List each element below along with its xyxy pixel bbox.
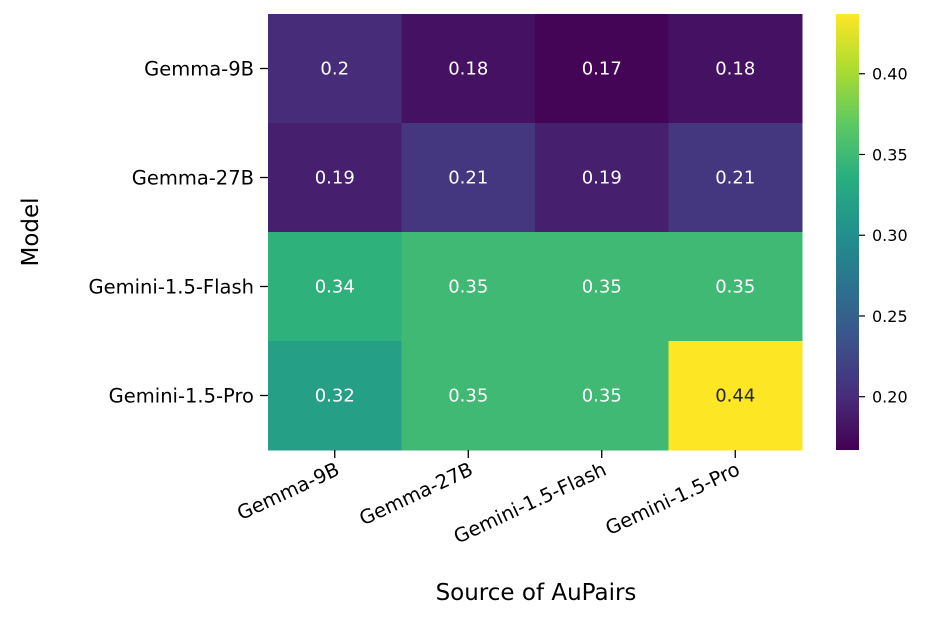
y-tick-label: Gemma-27B (132, 167, 254, 190)
colorbar-gradient (836, 14, 859, 450)
cell-value-label: 0.18 (448, 59, 488, 80)
cell-value-label: 0.17 (582, 59, 622, 80)
heatmap-cell-labels: 0.2 0.18 0.17 0.18 0.19 0.21 0.19 0.21 0.34 0.35 0… (315, 59, 756, 407)
heatmap-cell (535, 14, 669, 124)
cell-value-label: 0.34 (315, 277, 355, 298)
heatmap-cell (268, 232, 402, 342)
heatmap-cell (535, 232, 669, 342)
cell-value-label: 0.44 (715, 386, 755, 407)
heatmap-cell (401, 341, 536, 451)
y-tick-label: Gemma-9B (144, 58, 254, 81)
heatmap-cell (535, 123, 669, 233)
colorbar-ticks: 0.20 0.25 0.30 0.35 0.40 (859, 65, 908, 407)
heatmap-cell (668, 14, 803, 124)
x-tick-label: Gemini-1.5-Pro (602, 458, 743, 540)
y-axis-label: Model (18, 197, 44, 266)
cell-value-label: 0.19 (315, 168, 355, 189)
heatmap-cell (268, 123, 402, 233)
heatmap-cell (668, 123, 803, 233)
y-tick-label: Gemini-1.5-Flash (89, 276, 254, 299)
cell-value-label: 0.18 (715, 59, 755, 80)
heatmap-cell (668, 341, 803, 451)
heatmap-cell (401, 232, 536, 342)
heatmap-cell (535, 341, 669, 451)
heatmap-cell (268, 341, 402, 451)
cell-value-label: 0.21 (715, 168, 755, 189)
heatmap-cells (268, 14, 803, 451)
heatmap-cell (401, 123, 536, 233)
cell-value-label: 0.19 (582, 168, 622, 189)
cell-value-label: 0.35 (582, 386, 622, 407)
colorbar-tick-label: 0.20 (872, 388, 908, 407)
cell-value-label: 0.32 (315, 386, 355, 407)
cell-value-label: 0.35 (448, 277, 488, 298)
heatmap-cell (668, 232, 803, 342)
colorbar: 0.20 0.25 0.30 0.35 0.40 (836, 14, 908, 450)
colorbar-tick-label: 0.35 (872, 145, 908, 164)
heatmap-cell (268, 14, 402, 124)
colorbar-tick-label: 0.40 (872, 65, 908, 84)
cell-value-label: 0.21 (448, 168, 488, 189)
colorbar-tick-label: 0.30 (872, 226, 908, 245)
x-axis: Gemma-9B Gemma-27BGemini-1.5-FlashGemini-… (234, 450, 743, 549)
x-tick-label: Gemma-9B (234, 458, 343, 525)
x-tick-label: Gemma-27B (356, 458, 477, 531)
colorbar-tick-label: 0.25 (872, 307, 908, 326)
cell-value-label: 0.2 (320, 59, 349, 80)
y-tick-label: Gemini-1.5-Pro (109, 385, 254, 408)
x-axis-label: Source of AuPairs (436, 580, 637, 606)
y-axis: Gemma-9B Gemma-27B Gemini-1.5-Flash Gemini-… (89, 58, 268, 408)
heatmap-cell (401, 14, 536, 124)
cell-value-label: 0.35 (715, 277, 755, 298)
x-tick-label: Gemini-1.5-Flash (450, 458, 610, 549)
cell-value-label: 0.35 (448, 386, 488, 407)
cell-value-label: 0.35 (582, 277, 622, 298)
